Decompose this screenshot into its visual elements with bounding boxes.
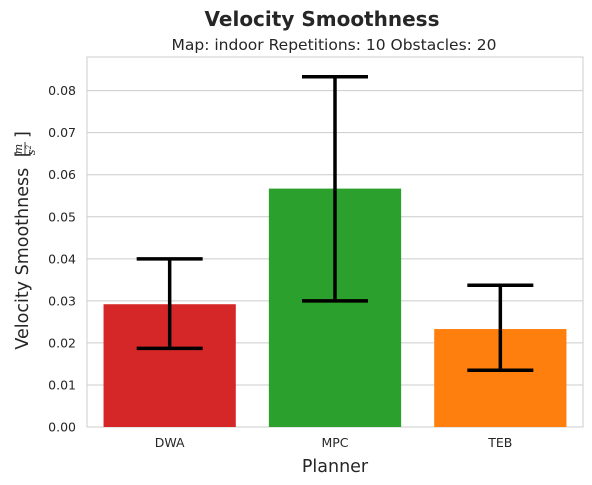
y-tick-label: 0.04 bbox=[48, 251, 76, 266]
x-tick-label: DWA bbox=[155, 435, 185, 450]
y-axis-unit-power: 2 bbox=[25, 144, 33, 150]
y-axis-ticks: 0.00 0.01 0.02 0.03 0.04 0.05 0.06 0.07 0.08 bbox=[48, 83, 76, 434]
error-bars bbox=[136, 75, 534, 372]
y-tick-label: 0.02 bbox=[48, 335, 76, 350]
y-tick-label: 0.01 bbox=[48, 377, 76, 392]
svg-text:s2: s2 bbox=[25, 144, 38, 155]
y-axis-unit-denominator: s bbox=[25, 149, 38, 155]
error-bar-dwa bbox=[136, 257, 203, 351]
svg-text:Velocity Smoothness [: Velocity Smoothness [ bbox=[13, 150, 33, 349]
svg-text:]: ] bbox=[13, 131, 33, 138]
y-axis-unit-numerator: m bbox=[12, 144, 25, 154]
y-tick-label: 0.07 bbox=[48, 125, 76, 140]
x-axis-ticks: DWA MPC TEB bbox=[155, 435, 513, 450]
x-tick-label: TEB bbox=[487, 435, 512, 450]
y-axis-label-text: Velocity Smoothness bbox=[13, 168, 33, 350]
chart-subtitle: Map: indoor Repetitions: 10 Obstacles: 2… bbox=[171, 36, 496, 54]
y-tick-label: 0.03 bbox=[48, 293, 76, 308]
y-tick-label: 0.00 bbox=[48, 420, 76, 435]
y-tick-label: 0.06 bbox=[48, 167, 76, 182]
x-tick-label: MPC bbox=[321, 435, 348, 450]
error-bar-mpc bbox=[302, 75, 368, 303]
error-bar-teb bbox=[467, 283, 534, 372]
y-axis-label: Velocity Smoothness [ m s2 ] bbox=[12, 131, 38, 349]
y-tick-label: 0.05 bbox=[48, 209, 76, 224]
x-axis-label: Planner bbox=[302, 457, 369, 477]
chart-title: Velocity Smoothness bbox=[205, 7, 440, 31]
y-tick-label: 0.08 bbox=[48, 83, 76, 98]
